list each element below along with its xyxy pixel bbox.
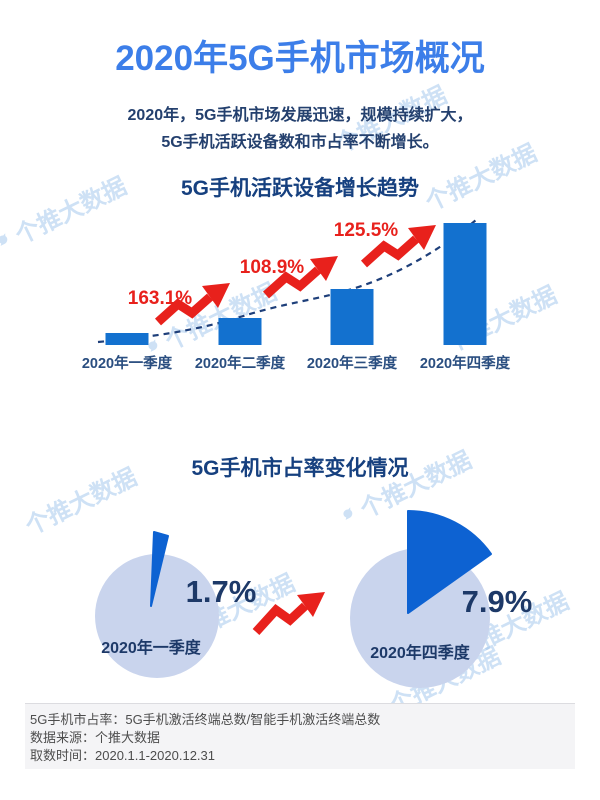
pie-q1-base: [95, 554, 219, 678]
growth-pct-q2: 163.1%: [128, 288, 193, 309]
growth-pct-q3: 108.9%: [240, 257, 305, 278]
x-label-q4: 2020年四季度: [419, 356, 511, 372]
intro-line-2: 5G手机活跃设备数和市占率不断增长。: [161, 134, 439, 151]
page-title: 2020年5G手机市场概况: [115, 39, 485, 78]
growth-arrow-2: [262, 256, 338, 299]
pie-q4-label: 2020年四季度: [370, 643, 471, 662]
pie-q4-base: [350, 548, 490, 688]
growth-arrow-1: [154, 283, 230, 326]
intro-text: 2020年，5G手机市场发展迅速，规模持续扩大， 5G手机活跃设备数和市占率不断…: [0, 102, 600, 156]
pie-q1-slice: [150, 531, 169, 607]
trend-dashed-curve: [97, 219, 477, 344]
share-chart-title: 5G手机市占率变化情况: [191, 457, 409, 480]
footer-note-box: 5G手机市占率：5G手机激活终端总数/智能手机激活终端总数 数据来源：个推大数据…: [25, 703, 575, 769]
bar-2020年三季度: [330, 289, 374, 345]
growth-bar-chart: 163.1% 108.9% 125.5%: [97, 219, 487, 345]
x-label-q2: 2020年二季度: [194, 356, 286, 372]
pie-q1-value: 1.7%: [186, 574, 257, 609]
pie-q4-slice: [407, 510, 492, 614]
x-label-q1: 2020年一季度: [81, 356, 173, 372]
bar-2020年四季度: [443, 223, 487, 345]
bar-series: [105, 223, 487, 345]
pie-q1-label: 2020年一季度: [101, 638, 202, 657]
footer-source: 数据来源：个推大数据: [30, 730, 161, 745]
footer-definition: 5G手机市占率：5G手机激活终端总数/智能手机激活终端总数: [30, 712, 381, 727]
growth-arrow-3: [360, 225, 436, 268]
growth-chart-title: 5G手机活跃设备增长趋势: [180, 177, 419, 200]
bar-2020年一季度: [105, 333, 149, 345]
bar-2020年二季度: [218, 318, 262, 345]
share-pie-charts: 1.7% 2020年一季度 7.9% 2020年四季度: [95, 510, 533, 688]
growth-pct-q4: 125.5%: [334, 220, 399, 241]
footer-timerange: 取数时间：2020.1.1-2020.12.31: [30, 748, 215, 763]
intro-line-1: 2020年，5G手机市场发展迅速，规模持续扩大，: [127, 107, 473, 124]
x-label-q3: 2020年三季度: [306, 356, 398, 372]
pie-q4-value: 7.9%: [462, 584, 533, 619]
share-growth-arrow: [252, 592, 325, 636]
